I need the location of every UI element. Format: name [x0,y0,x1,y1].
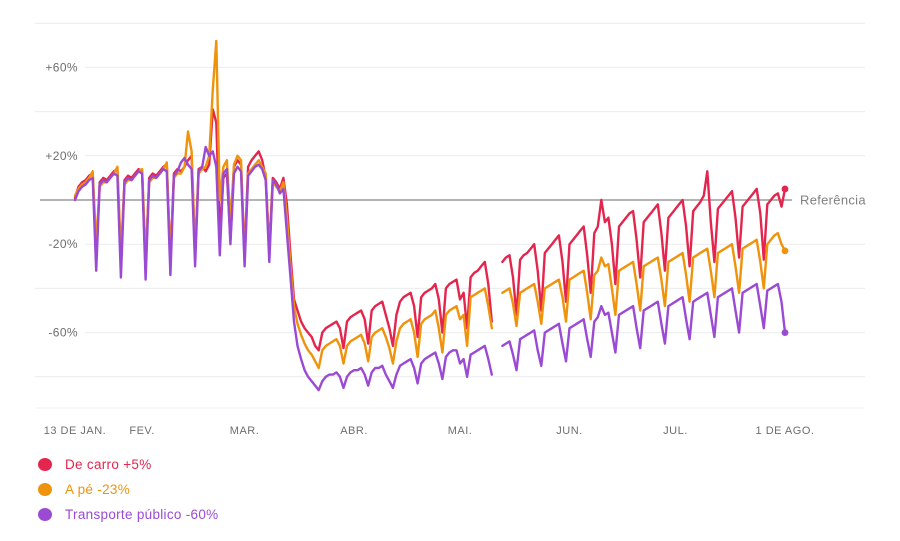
legend-item-transporte-publico: Transporte público -60% [38,502,218,527]
reference-label: Referência [800,193,866,208]
legend-label-a-pe: A pé -23% [65,482,130,497]
a-pe-dot-icon [38,483,52,496]
series-endpoint-a-pe [781,247,789,255]
x-axis-label: 1 DE AGO. [756,425,815,437]
y-axis-label: -20% [48,237,78,251]
x-axis-label: JUN. [556,425,582,437]
legend-item-a-pe: A pé -23% [38,477,218,502]
x-axis-label: ABR. [340,425,368,437]
series-endpoint-de-carro [781,185,789,193]
y-axis-label: +60% [45,60,78,74]
x-axis-label: MAI. [448,425,473,437]
y-axis-label: -60% [48,326,78,340]
x-axis-label: MAR. [230,425,260,437]
series-endpoint-transporte-publico [781,329,789,336]
x-axis-label: JUL. [663,425,688,437]
legend-label-transporte-publico: Transporte público -60% [65,507,219,522]
series-line-de-carro [73,108,787,352]
transporte-publico-dot-icon [38,508,52,521]
legend-label-de-carro: De carro +5% [65,457,152,472]
x-axis-label: 13 DE JAN. [44,425,106,437]
series-line-transporte-publico [73,145,787,392]
x-axis-label: FEV. [129,425,154,437]
chart-legend: De carro +5% A pé -23% Transporte públic… [38,452,218,527]
de-carro-dot-icon [38,458,52,471]
y-axis-label: +20% [45,149,78,163]
legend-item-de-carro: De carro +5% [38,452,218,477]
